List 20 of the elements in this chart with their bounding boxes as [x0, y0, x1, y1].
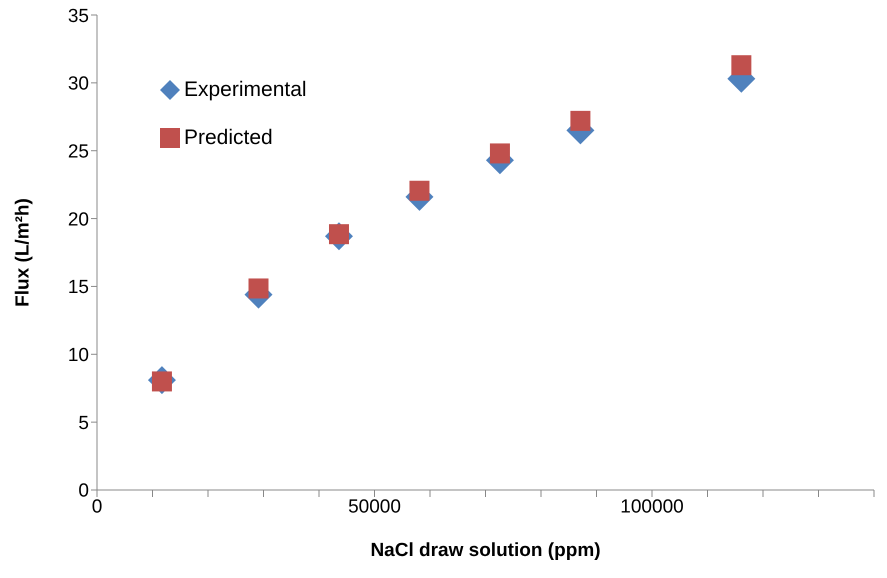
y-tick-label: 15 — [68, 277, 89, 298]
y-tick-label: 5 — [78, 412, 89, 434]
y-tick-label: 30 — [68, 74, 89, 95]
x-tick-label: 0 — [92, 496, 102, 518]
point — [570, 110, 590, 131]
y-tick-label: 25 — [68, 141, 89, 162]
point — [731, 55, 752, 76]
y-axis-title: Flux (L/m²h) — [12, 198, 34, 307]
y-tick-label: 35 — [68, 6, 89, 27]
x-tick-label: 100000 — [620, 496, 684, 518]
legend-label: Predicted — [184, 125, 273, 151]
point — [409, 180, 430, 201]
point — [490, 143, 510, 164]
legend-label: Experimental — [184, 77, 307, 103]
y-tick-label: 10 — [68, 345, 89, 366]
point — [248, 278, 269, 298]
y-tick-label: 0 — [78, 480, 89, 502]
x-tick-label: 50000 — [348, 496, 401, 518]
y-tick-label: 20 — [68, 209, 89, 230]
x-axis-title: NaCl draw solution (ppm) — [370, 540, 601, 561]
